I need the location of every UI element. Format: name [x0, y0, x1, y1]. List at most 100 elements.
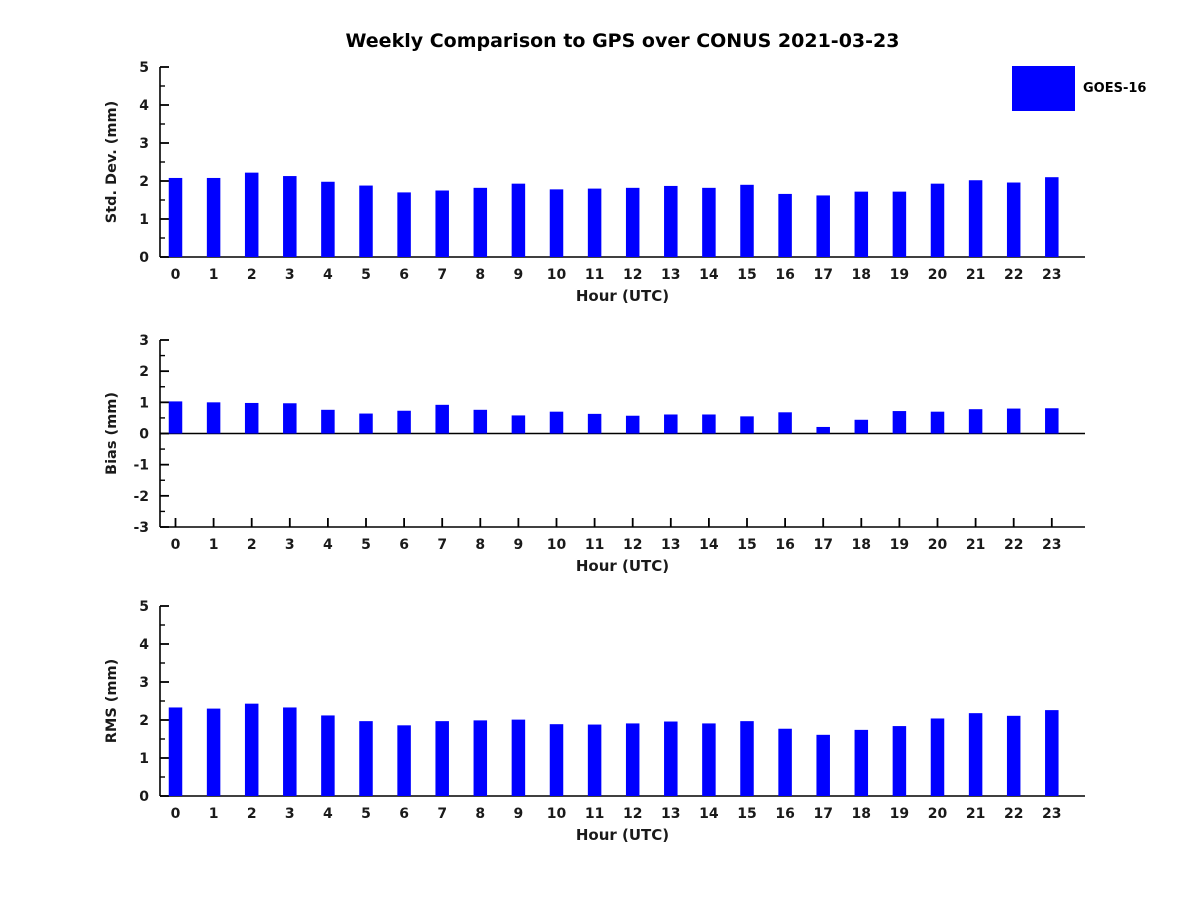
rms-y-tick-label: 5 [139, 599, 149, 615]
rms-x-tick-label: 2 [247, 806, 257, 822]
rms-x-tick-label: 6 [399, 806, 409, 822]
stddev-x-tick-label: 7 [437, 267, 447, 283]
rms-y-tick-label: 4 [139, 637, 149, 653]
bias-xlabel: Hour (UTC) [576, 557, 669, 575]
stddev-y-tick-label: 1 [139, 212, 149, 228]
rms-y-tick-label: 1 [139, 751, 149, 767]
rms-bar-hour-1 [206, 708, 221, 796]
rms-bar-hour-22 [1006, 715, 1021, 796]
bias-bar-hour-19 [892, 411, 907, 434]
bias-bar-hour-1 [206, 402, 221, 434]
bias-y-tick-label: -2 [133, 489, 149, 505]
stddev-x-tick-label: 2 [247, 267, 257, 283]
bias-x-tick-label: 10 [547, 537, 567, 553]
bias-x-tick-label: 5 [361, 537, 371, 553]
stddev-bar-hour-1 [206, 177, 221, 257]
stddev-x-tick-label: 3 [285, 267, 295, 283]
rms-x-tick-label: 21 [966, 806, 985, 822]
rms-x-tick-label: 16 [775, 806, 794, 822]
rms-bar-hour-3 [283, 707, 297, 796]
rms-bar-hour-11 [587, 724, 602, 796]
bias-y-tick-label: -1 [133, 458, 149, 474]
bias-bar-hour-0 [168, 401, 183, 434]
rms-bar-hour-21 [968, 713, 983, 796]
stddev-bar-hour-21 [968, 180, 983, 257]
bias-y-tick-label: -3 [133, 520, 149, 536]
bias-x-tick-label: 12 [623, 537, 642, 553]
stddev-x-tick-label: 5 [361, 267, 371, 283]
bias-y-tick-label: 1 [139, 395, 149, 411]
bias-ylabel: Bias (mm) [104, 392, 120, 475]
bias-x-tick-label: 9 [514, 537, 524, 553]
bias-bar-hour-6 [397, 410, 411, 434]
bias-bar-hour-14 [702, 414, 716, 434]
rms-x-tick-label: 3 [285, 806, 295, 822]
stddev-x-tick-label: 12 [623, 267, 642, 283]
bias-x-tick-label: 3 [285, 537, 295, 553]
bias-x-tick-label: 11 [585, 537, 604, 553]
rms-x-tick-label: 14 [699, 806, 719, 822]
stddev-x-tick-label: 16 [775, 267, 794, 283]
bias-x-tick-label: 20 [928, 537, 948, 553]
rms-x-tick-label: 15 [737, 806, 756, 822]
stddev-x-tick-label: 11 [585, 267, 604, 283]
rms-bar-hour-7 [435, 721, 449, 796]
bias-bar-hour-5 [359, 413, 373, 434]
bias-bar-hour-8 [473, 409, 488, 434]
bias-x-tick-label: 4 [323, 537, 333, 553]
rms-bar-hour-5 [359, 721, 373, 796]
rms-x-tick-label: 23 [1042, 806, 1061, 822]
stddev-bar-hour-14 [702, 187, 716, 257]
bias-y-tick-label: 3 [139, 333, 149, 349]
rms-bar-hour-16 [778, 728, 792, 796]
stddev-x-tick-label: 17 [813, 267, 832, 283]
bias-x-tick-label: 2 [247, 537, 257, 553]
stddev-bar-hour-10 [549, 189, 564, 257]
stddev-bar-hour-5 [359, 185, 373, 257]
bias-bar-hour-7 [435, 404, 449, 434]
bias-bar-hour-12 [625, 415, 640, 434]
rms-bar-hour-6 [397, 725, 411, 796]
stddev-x-tick-label: 9 [514, 267, 524, 283]
rms-xlabel: Hour (UTC) [576, 826, 669, 844]
stddev-y-tick-label: 0 [139, 250, 149, 266]
rms-bar-hour-15 [740, 721, 754, 796]
stddev-x-tick-label: 23 [1042, 267, 1061, 283]
rms-bar-hour-2 [244, 703, 259, 796]
rms-bar-hour-4 [321, 715, 335, 796]
rms-bar-hour-12 [625, 723, 640, 796]
rms-x-tick-label: 10 [547, 806, 567, 822]
bias-bar-hour-15 [740, 416, 754, 434]
bias-x-tick-label: 21 [966, 537, 985, 553]
stddev-x-tick-label: 8 [475, 267, 485, 283]
rms-x-tick-label: 22 [1004, 806, 1023, 822]
stddev-x-tick-label: 13 [661, 267, 680, 283]
bias-bar-hour-16 [778, 412, 792, 434]
rms-bar-hour-8 [473, 720, 488, 796]
bias-x-tick-label: 23 [1042, 537, 1061, 553]
rms-y-tick-label: 2 [139, 713, 149, 729]
rms-x-tick-label: 20 [928, 806, 948, 822]
stddev-bar-hour-18 [854, 191, 869, 257]
rms-bar-hour-10 [549, 724, 564, 796]
rms-x-tick-label: 17 [813, 806, 832, 822]
stddev-x-tick-label: 14 [699, 267, 719, 283]
stddev-y-tick-label: 2 [139, 174, 149, 190]
bias-x-tick-label: 18 [852, 537, 871, 553]
bias-bar-hour-9 [511, 415, 526, 434]
rms-bar-hour-9 [511, 719, 526, 796]
rms-x-tick-label: 13 [661, 806, 680, 822]
stddev-bar-hour-13 [664, 185, 678, 257]
stddev-bar-hour-23 [1045, 177, 1059, 257]
bias-x-tick-label: 15 [737, 537, 756, 553]
stddev-bar-hour-17 [816, 195, 830, 257]
bias-x-tick-label: 8 [475, 537, 485, 553]
bias-x-tick-label: 1 [209, 537, 219, 553]
stddev-bar-hour-19 [892, 191, 907, 257]
rms-x-tick-label: 18 [852, 806, 871, 822]
rms-x-tick-label: 0 [171, 806, 181, 822]
rms-bar-hour-20 [930, 718, 945, 796]
rms-x-tick-label: 8 [475, 806, 485, 822]
stddev-y-tick-label: 3 [139, 136, 149, 152]
